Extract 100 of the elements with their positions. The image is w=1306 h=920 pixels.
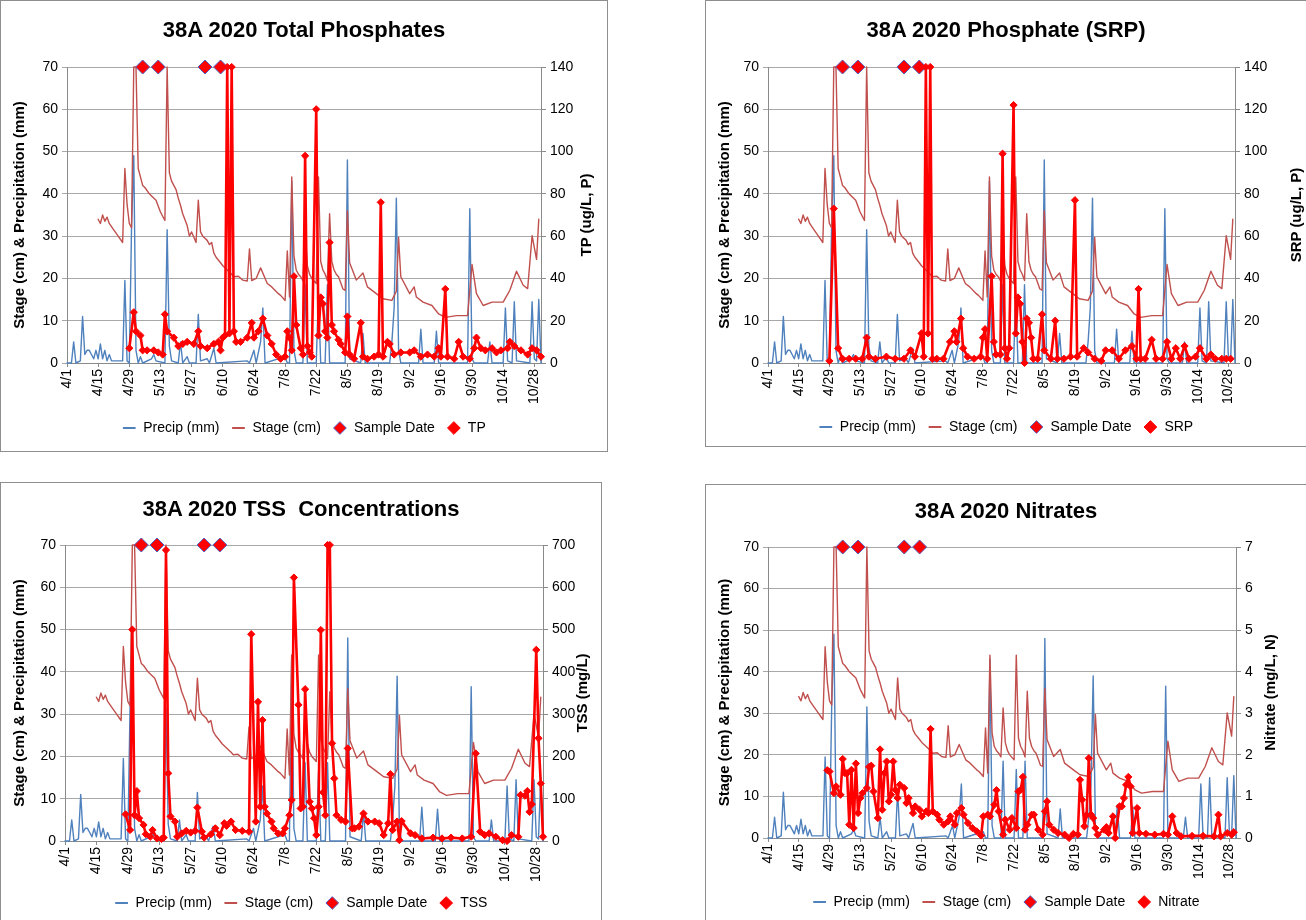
x-tick-label: 10/14 <box>495 846 512 883</box>
y2-tick-label: 140 <box>1244 57 1268 74</box>
y-tick-label: 60 <box>40 578 57 595</box>
x-tick-label: 7/22 <box>307 846 324 875</box>
y-axis-title: Stage (cm) & Precipitation (mm) <box>10 579 28 807</box>
y-tick-label: 20 <box>743 745 760 762</box>
x-tick-label: 4/1 <box>57 368 74 389</box>
x-tick-label: 10/14 <box>1189 843 1206 880</box>
legend-label: Stage (cm) <box>942 892 1012 909</box>
x-tick-label: 6/10 <box>212 846 229 875</box>
x-tick-label: 8/19 <box>370 846 387 875</box>
y-tick-label: 60 <box>743 100 760 117</box>
x-tick-label: 9/2 <box>400 368 417 389</box>
x-tick-label: 5/13 <box>850 368 867 397</box>
x-tick-label: 5/27 <box>881 368 898 397</box>
x-tick-label: 4/1 <box>758 843 775 864</box>
y-tick-label: 10 <box>743 787 760 804</box>
y2-tick-label: 120 <box>1244 100 1268 117</box>
x-tick-label: 4/15 <box>789 843 806 872</box>
x-tick-label: 5/13 <box>151 368 168 397</box>
x-tick-label: 6/24 <box>943 843 960 872</box>
y2-tick-label: 0 <box>1244 353 1252 370</box>
x-tick-label: 9/2 <box>1097 843 1114 864</box>
legend-label: Stage (cm) <box>252 418 321 435</box>
y2-tick-label: 0 <box>550 353 558 370</box>
y-tick-label: 40 <box>40 662 57 679</box>
x-tick-label: 10/14 <box>1188 368 1205 405</box>
y2-axis-title: SRP (ug/L, P) <box>1287 167 1305 263</box>
legend-label: TP <box>467 418 486 435</box>
legend-label: SRP <box>1164 417 1194 434</box>
y-tick-label: 60 <box>42 100 59 117</box>
y2-tick-label: 7 <box>1245 537 1253 554</box>
y2-tick-label: 20 <box>550 311 566 328</box>
y-tick-label: 50 <box>743 142 760 159</box>
x-tick-label: 10/28 <box>1220 843 1237 880</box>
x-tick-label: 7/22 <box>1004 843 1021 872</box>
y2-axis-title: TP (ug/L, P) <box>577 173 595 257</box>
y2-tick-label: 40 <box>550 269 566 286</box>
y-tick-label: 0 <box>751 828 760 845</box>
chart-title: 38A 2020 Total Phosphates <box>162 17 446 43</box>
x-tick-label: 9/30 <box>464 846 481 875</box>
y-tick-label: 40 <box>743 184 760 201</box>
x-tick-label: 6/10 <box>213 368 230 397</box>
y-tick-label: 70 <box>40 535 57 552</box>
x-tick-label: 9/30 <box>1157 368 1174 397</box>
x-tick-label: 6/24 <box>244 368 261 397</box>
y2-tick-label: 500 <box>552 620 576 637</box>
x-tick-label: 8/5 <box>1035 843 1052 864</box>
x-tick-label: 9/2 <box>1096 368 1113 389</box>
x-tick-label: 4/29 <box>820 843 837 872</box>
y2-tick-label: 0 <box>1245 828 1253 845</box>
y-tick-label: 50 <box>743 621 760 637</box>
x-tick-label: 6/10 <box>912 368 929 397</box>
y2-tick-label: 60 <box>550 227 566 243</box>
y2-tick-label: 140 <box>550 57 574 74</box>
y2-tick-label: 100 <box>1244 142 1268 159</box>
x-tick-label: 4/15 <box>89 368 106 397</box>
y2-tick-label: 200 <box>552 747 576 764</box>
x-tick-label: 6/10 <box>912 843 929 872</box>
x-tick-label: 8/5 <box>338 368 355 389</box>
x-tick-label: 4/1 <box>55 846 72 867</box>
y-axis-title: Stage (cm) & Precipitation (mm) <box>10 101 28 329</box>
y-tick-label: 0 <box>751 353 760 370</box>
x-tick-label: 10/28 <box>525 368 542 405</box>
y2-tick-label: 20 <box>1244 311 1260 328</box>
y-tick-label: 40 <box>42 184 59 201</box>
y2-tick-label: 400 <box>552 662 576 679</box>
x-tick-label: 5/13 <box>851 843 868 872</box>
y-tick-label: 40 <box>743 662 760 679</box>
y-axis-title: Stage (cm) & Precipitation (mm) <box>715 578 733 807</box>
x-tick-label: 9/2 <box>401 846 418 867</box>
chart-title: 38A 2020 Nitrates <box>914 498 1098 524</box>
y2-tick-label: 80 <box>550 184 566 201</box>
y2-tick-label: 600 <box>552 578 576 595</box>
legend-label: Sample Date <box>346 893 428 910</box>
legend-label: Stage (cm) <box>949 417 1018 434</box>
y2-tick-label: 0 <box>552 831 560 848</box>
y2-axis-title: Nitrate (mg/L, N) <box>1261 634 1279 751</box>
x-tick-label: 7/8 <box>974 843 991 864</box>
x-tick-label: 4/29 <box>820 368 837 397</box>
legend-label: Precip (mm) <box>839 417 917 434</box>
x-tick-label: 10/28 <box>527 846 544 883</box>
legend-label: Nitrate <box>1158 892 1200 909</box>
y-tick-label: 50 <box>40 620 57 637</box>
x-tick-label: 8/19 <box>1065 368 1082 397</box>
x-tick-label: 5/27 <box>181 846 198 875</box>
y2-tick-label: 60 <box>1244 227 1260 243</box>
x-tick-label: 9/16 <box>1127 368 1144 397</box>
x-tick-label: 5/13 <box>150 846 167 875</box>
y2-tick-label: 6 <box>1245 579 1253 596</box>
x-tick-label: 9/16 <box>431 368 448 397</box>
y2-tick-label: 40 <box>1244 269 1260 286</box>
x-tick-label: 7/8 <box>275 846 292 867</box>
y-tick-label: 30 <box>40 705 57 721</box>
y-tick-label: 50 <box>42 142 59 159</box>
x-tick-label: 7/8 <box>973 368 990 389</box>
legend-label: Stage (cm) <box>244 893 314 910</box>
y2-tick-label: 100 <box>550 142 574 159</box>
y-tick-label: 70 <box>743 57 760 74</box>
x-tick-label: 4/15 <box>789 368 806 397</box>
